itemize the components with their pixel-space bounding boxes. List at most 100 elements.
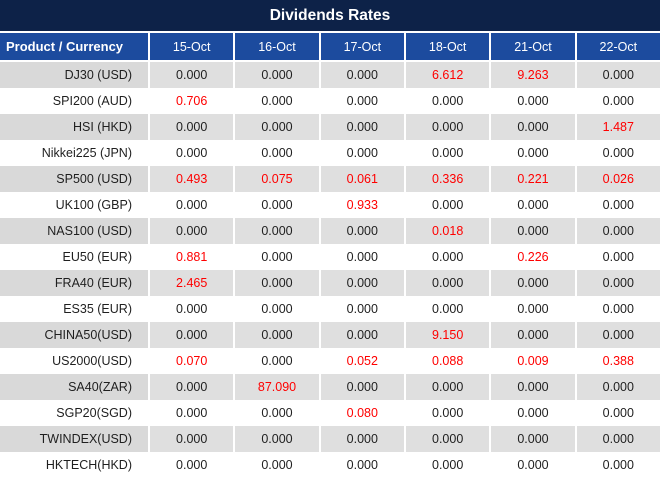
table-row: HSI (HKD) 0.000 0.000 0.000 0.000 0.000 1.487 bbox=[0, 114, 660, 140]
product-currency-header: Product / Currency bbox=[0, 33, 148, 60]
dividend-value: 0.000 bbox=[148, 218, 234, 244]
dividend-value: 0.000 bbox=[318, 426, 404, 452]
product-label: HSI (HKD) bbox=[0, 114, 148, 140]
table-row: ES35 (EUR) 0.000 0.000 0.000 0.000 0.000 0.000 bbox=[0, 296, 660, 322]
table-row: TWINDEX(USD) 0.000 0.000 0.000 0.000 0.000 0.0… bbox=[0, 426, 660, 452]
dividend-value: 0.000 bbox=[148, 400, 233, 426]
dividend-value: 0.000 bbox=[489, 400, 574, 426]
product-label: SA40(ZAR) bbox=[0, 374, 148, 400]
header-row: Product / Currency 15-Oct 16-Oct 17-Oct 18-… bbox=[0, 33, 660, 62]
dividend-value: 0.000 bbox=[318, 374, 404, 400]
dividend-value: 0.000 bbox=[233, 244, 318, 270]
product-label: Nikkei225 (JPN) bbox=[41, 146, 132, 160]
table-row: SA40(ZAR) 0.000 87.090 0.000 0.000 0.000 0.000 bbox=[0, 374, 660, 400]
dividend-value: 0.000 bbox=[233, 62, 319, 88]
dividend-value: 0.018 bbox=[403, 218, 490, 244]
dividend-value: 0.000 bbox=[318, 296, 404, 322]
product-label: SPI200 (AUD) bbox=[52, 94, 132, 108]
date-column-header: 18-Oct bbox=[403, 33, 490, 60]
product-label: US2000(USD) bbox=[52, 354, 132, 368]
dividend-value: 0.075 bbox=[233, 166, 319, 192]
dividend-value: 0.000 bbox=[574, 374, 660, 400]
dividend-value: 0.000 bbox=[489, 374, 575, 400]
table-row: US2000(USD) 0.070 0.000 0.052 0.088 0.009 0.38… bbox=[0, 348, 660, 374]
date-column-header: 15-Oct bbox=[148, 33, 234, 60]
date-column-header: 22-Oct bbox=[574, 33, 660, 60]
dividend-value: 0.000 bbox=[403, 296, 489, 322]
product-label: CHINA50(USD) bbox=[0, 322, 148, 348]
dividend-value: 0.221 bbox=[489, 166, 575, 192]
product-label: UK100 (GBP) bbox=[55, 198, 132, 212]
dividend-value: 0.000 bbox=[318, 218, 404, 244]
dividend-value: 0.070 bbox=[148, 348, 233, 374]
table-row: CHINA50(USD) 0.000 0.000 0.000 9.150 0.000 0.0… bbox=[0, 322, 660, 348]
product-label: DJ30 (USD) bbox=[0, 62, 148, 88]
dividend-value: 0.000 bbox=[233, 296, 318, 322]
dividend-value: 0.000 bbox=[574, 192, 660, 218]
dividend-value: 0.000 bbox=[574, 296, 660, 322]
dividend-value: 0.000 bbox=[233, 322, 319, 348]
dividend-value: 0.000 bbox=[233, 452, 318, 478]
dividend-value: 0.000 bbox=[403, 270, 490, 296]
table-row: HKTECH(HKD) 0.000 0.000 0.000 0.000 0.000 0.00… bbox=[0, 452, 660, 478]
product-label: NAS100 (USD) bbox=[0, 218, 148, 244]
dividend-value: 0.000 bbox=[148, 114, 234, 140]
dividend-value: 0.000 bbox=[148, 62, 234, 88]
dividend-value: 0.493 bbox=[148, 166, 234, 192]
dividend-value: 0.000 bbox=[233, 348, 318, 374]
dividend-value: 0.000 bbox=[489, 88, 574, 114]
product-label: HKTECH(HKD) bbox=[45, 458, 132, 472]
dividend-value: 0.000 bbox=[318, 270, 404, 296]
dividend-value: 0.000 bbox=[318, 88, 404, 114]
product-label: FRA40 (EUR) bbox=[0, 270, 148, 296]
table-row: DJ30 (USD) 0.000 0.000 0.000 6.612 9.263 0.000 bbox=[0, 62, 660, 88]
dividend-value: 0.000 bbox=[489, 322, 575, 348]
table-row: UK100 (GBP) 0.000 0.000 0.933 0.000 0.000 0.00… bbox=[0, 192, 660, 218]
dividend-value: 1.487 bbox=[574, 114, 660, 140]
table-row: SPI200 (AUD) 0.706 0.000 0.000 0.000 0.000 0.0… bbox=[0, 88, 660, 114]
dividend-value: 0.000 bbox=[403, 244, 489, 270]
table-row: SP500 (USD) 0.493 0.075 0.061 0.336 0.221 0.02… bbox=[0, 166, 660, 192]
dividend-value: 87.090 bbox=[233, 374, 319, 400]
dividend-value: 0.000 bbox=[233, 192, 318, 218]
dividend-value: 0.000 bbox=[489, 192, 574, 218]
dividend-value: 0.336 bbox=[403, 166, 490, 192]
date-column-header: 17-Oct bbox=[318, 33, 404, 60]
dividend-value: 0.000 bbox=[148, 374, 234, 400]
product-label: EU50 (EUR) bbox=[62, 250, 132, 264]
table-row: SGP20(SGD) 0.000 0.000 0.080 0.000 0.000 0.000 bbox=[0, 400, 660, 426]
dividend-value: 0.000 bbox=[148, 426, 234, 452]
product-label: TWINDEX(USD) bbox=[0, 426, 148, 452]
dividend-value: 0.052 bbox=[318, 348, 404, 374]
dividend-value: 0.000 bbox=[574, 270, 660, 296]
dividend-value: 0.000 bbox=[403, 114, 490, 140]
dividend-value: 0.061 bbox=[318, 166, 404, 192]
dividend-value: 0.000 bbox=[233, 218, 319, 244]
dividend-value: 0.000 bbox=[489, 218, 575, 244]
dividend-value: 0.000 bbox=[489, 296, 574, 322]
dividend-value: 0.000 bbox=[403, 140, 489, 166]
dividend-value: 0.000 bbox=[148, 452, 233, 478]
date-column-header: 16-Oct bbox=[233, 33, 319, 60]
table-row: FRA40 (EUR) 2.465 0.000 0.000 0.000 0.000 0.00… bbox=[0, 270, 660, 296]
table-row: NAS100 (USD) 0.000 0.000 0.000 0.018 0.000 0.0… bbox=[0, 218, 660, 244]
dividend-value: 0.000 bbox=[574, 62, 660, 88]
dividend-value: 0.000 bbox=[489, 452, 574, 478]
dividend-value: 0.000 bbox=[574, 322, 660, 348]
table-title: Dividends Rates bbox=[0, 0, 660, 33]
dividend-value: 0.000 bbox=[148, 140, 233, 166]
dividend-value: 0.000 bbox=[489, 426, 575, 452]
dividend-value: 9.263 bbox=[489, 62, 575, 88]
dividend-value: 0.000 bbox=[574, 452, 660, 478]
table-body: DJ30 (USD) 0.000 0.000 0.000 6.612 9.263 0.000… bbox=[0, 62, 660, 478]
dividend-value: 0.000 bbox=[403, 426, 490, 452]
dividend-value: 0.000 bbox=[148, 192, 233, 218]
dividend-value: 0.226 bbox=[489, 244, 574, 270]
dividend-value: 9.150 bbox=[403, 322, 490, 348]
table-row: Nikkei225 (JPN) 0.000 0.000 0.000 0.000 0.000… bbox=[0, 140, 660, 166]
dividend-value: 0.000 bbox=[489, 114, 575, 140]
dividend-value: 0.000 bbox=[403, 452, 489, 478]
product-label: ES35 (EUR) bbox=[63, 302, 132, 316]
dividend-value: 2.465 bbox=[148, 270, 234, 296]
